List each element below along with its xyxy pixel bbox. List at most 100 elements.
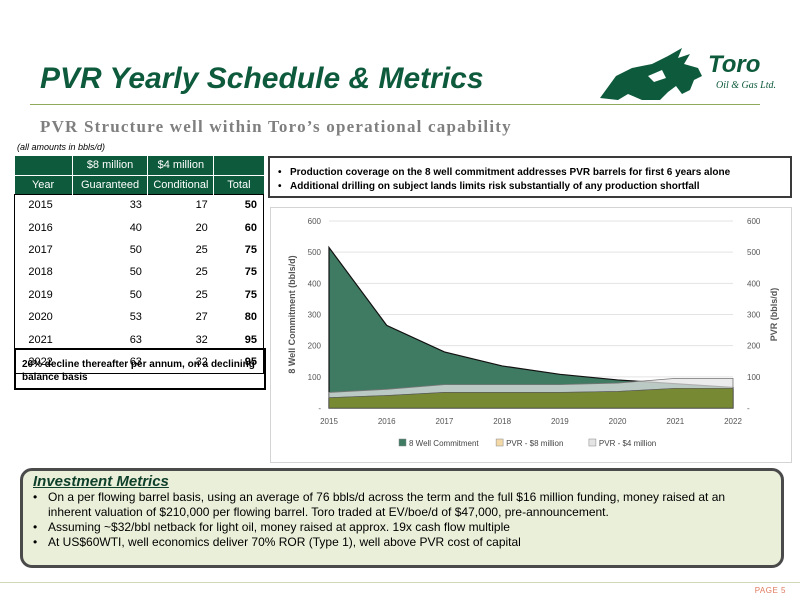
- year-cell: 2022: [28, 355, 53, 368]
- logo-subtext: Oil & Gas Ltd.: [716, 80, 776, 91]
- y2-tick-label: 100: [747, 373, 761, 382]
- production-chart-svg: - - 100 100 200 200 300 300 400 400 500 500 600 600 20…: [287, 217, 779, 448]
- year-cell: 2015: [28, 199, 53, 212]
- y-tick-label: 600: [308, 217, 322, 226]
- table-header-cell: $8 million: [71, 156, 148, 176]
- y-axis-title: 8 Well Commitment (bbls/d): [287, 255, 297, 373]
- legend-label: PVR - $8 million: [506, 439, 563, 448]
- x-tick-label: 2021: [666, 417, 684, 426]
- year-cell: 2019: [28, 288, 53, 301]
- metrics-bullet: At US$60WTI, well economics deliver 70% …: [33, 535, 771, 550]
- page-number: PAGE 5: [754, 586, 786, 595]
- investment-metrics-box: Investment Metrics On a per flowing barr…: [20, 468, 784, 568]
- conditional-cell: 32: [195, 333, 208, 346]
- x-tick-label: 2015: [320, 417, 338, 426]
- table-row: 2016 40 20 60: [15, 216, 264, 238]
- company-logo: Toro Oil & Gas Ltd.: [598, 46, 798, 102]
- x-tick-label: 2019: [551, 417, 569, 426]
- y2-tick-label: 300: [747, 311, 761, 320]
- year-cell: 2021: [28, 333, 53, 346]
- table-row: 2015 33 17 50: [15, 194, 264, 216]
- series-area-pvr-8-million: [328, 388, 734, 409]
- legend-swatch: [495, 438, 504, 447]
- x-tick-label: 2022: [724, 417, 742, 426]
- table-header-cell: Guaranteed: [71, 175, 148, 194]
- year-cell: 2016: [28, 221, 53, 234]
- total-cell: 50: [244, 199, 257, 212]
- metrics-bullet: On a per flowing barrel basis, using an …: [33, 490, 771, 520]
- legend-label: 8 Well Commitment: [409, 439, 479, 448]
- table-header-cell: Year: [14, 175, 73, 194]
- table-row: 2020 53 27 80: [15, 306, 264, 328]
- y-tick-label: 500: [308, 248, 322, 257]
- y-tick-label: 300: [308, 311, 322, 320]
- legend-swatch: [398, 438, 407, 447]
- x-tick-label: 2017: [436, 417, 454, 426]
- bull-icon: [600, 48, 702, 100]
- x-tick-label: 2018: [493, 417, 511, 426]
- title-divider: [30, 104, 760, 105]
- table-row: 2018 50 25 75: [15, 261, 264, 283]
- guaranteed-cell: 63: [129, 333, 142, 346]
- y-tick-label: -: [318, 404, 321, 413]
- total-cell: 95: [244, 333, 257, 346]
- total-cell: 60: [244, 221, 257, 234]
- y2-tick-label: -: [747, 404, 750, 413]
- page-title: PVR Yearly Schedule & Metrics: [40, 62, 484, 95]
- table-row: 2017 50 25 75: [15, 239, 264, 261]
- logo-wordmark: Toro: [708, 51, 760, 78]
- conditional-cell: 20: [195, 221, 208, 234]
- y2-tick-label: 500: [747, 248, 761, 257]
- total-cell: 75: [244, 288, 257, 301]
- year-cell: 2020: [28, 311, 53, 324]
- y2-tick-label: 200: [747, 342, 761, 351]
- table-header-cell: Conditional: [147, 175, 214, 194]
- year-cell: 2017: [28, 243, 53, 256]
- guaranteed-cell: 40: [129, 221, 142, 234]
- coverage-bullet: Production coverage on the 8 well commit…: [278, 166, 782, 180]
- decline-note-box: 20% decline thereafter per annum, on a d…: [14, 348, 266, 390]
- total-cell: 80: [244, 311, 257, 324]
- y2-axis-title: PVR (bbls/d): [769, 288, 779, 342]
- table-row: 2019 50 25 75: [15, 284, 264, 306]
- metrics-bullet: Assuming ~$32/bbl netback for light oil,…: [33, 520, 771, 535]
- y-tick-label: 200: [308, 342, 322, 351]
- table-header-row-top: $8 million $4 million: [14, 156, 264, 176]
- investment-metrics-title: Investment Metrics: [33, 473, 169, 490]
- table-header-row-bottom: Year Guaranteed Conditional Total: [14, 175, 264, 194]
- legend-label: PVR - $4 million: [599, 439, 656, 448]
- guaranteed-cell: 50: [129, 243, 142, 256]
- table-header-cell: [14, 156, 73, 176]
- production-chart: - - 100 100 200 200 300 300 400 400 500 500 600 600 20…: [270, 207, 792, 463]
- coverage-bullet: Additional drilling on subject lands lim…: [278, 180, 782, 194]
- conditional-cell: 25: [195, 243, 208, 256]
- total-cell: 75: [244, 243, 257, 256]
- y-tick-label: 100: [308, 373, 322, 382]
- footer-divider: [0, 582, 800, 583]
- y2-tick-label: 400: [747, 279, 761, 288]
- conditional-cell: 27: [195, 311, 208, 324]
- conditional-cell: 25: [195, 288, 208, 301]
- legend-swatch: [588, 438, 597, 447]
- conditional-cell: 25: [195, 266, 208, 279]
- year-cell: 2018: [28, 266, 53, 279]
- table-row: 2022 63 32 95: [15, 351, 264, 373]
- guaranteed-cell: 33: [129, 199, 142, 212]
- y-tick-label: 400: [308, 279, 322, 288]
- guaranteed-cell: 50: [129, 266, 142, 279]
- guaranteed-cell: 50: [129, 288, 142, 301]
- guaranteed-cell: 53: [129, 311, 142, 324]
- guaranteed-cell: 63: [129, 355, 142, 368]
- page-subtitle: PVR Structure well within Toro’s operati…: [40, 117, 512, 136]
- conditional-cell: 32: [195, 355, 208, 368]
- pvr-schedule-table: $8 million $4 million Year Guaranteed Co…: [14, 156, 264, 374]
- table-row: 2021 63 32 95: [15, 328, 264, 350]
- conditional-cell: 17: [195, 199, 208, 212]
- total-cell: 75: [244, 266, 257, 279]
- coverage-callout-box: Production coverage on the 8 well commit…: [268, 156, 792, 198]
- total-cell: 95: [244, 355, 257, 368]
- table-header-cell: [213, 156, 264, 176]
- x-tick-label: 2016: [378, 417, 396, 426]
- table-header-cell: $4 million: [147, 156, 214, 176]
- table-header-cell: Total: [213, 175, 264, 194]
